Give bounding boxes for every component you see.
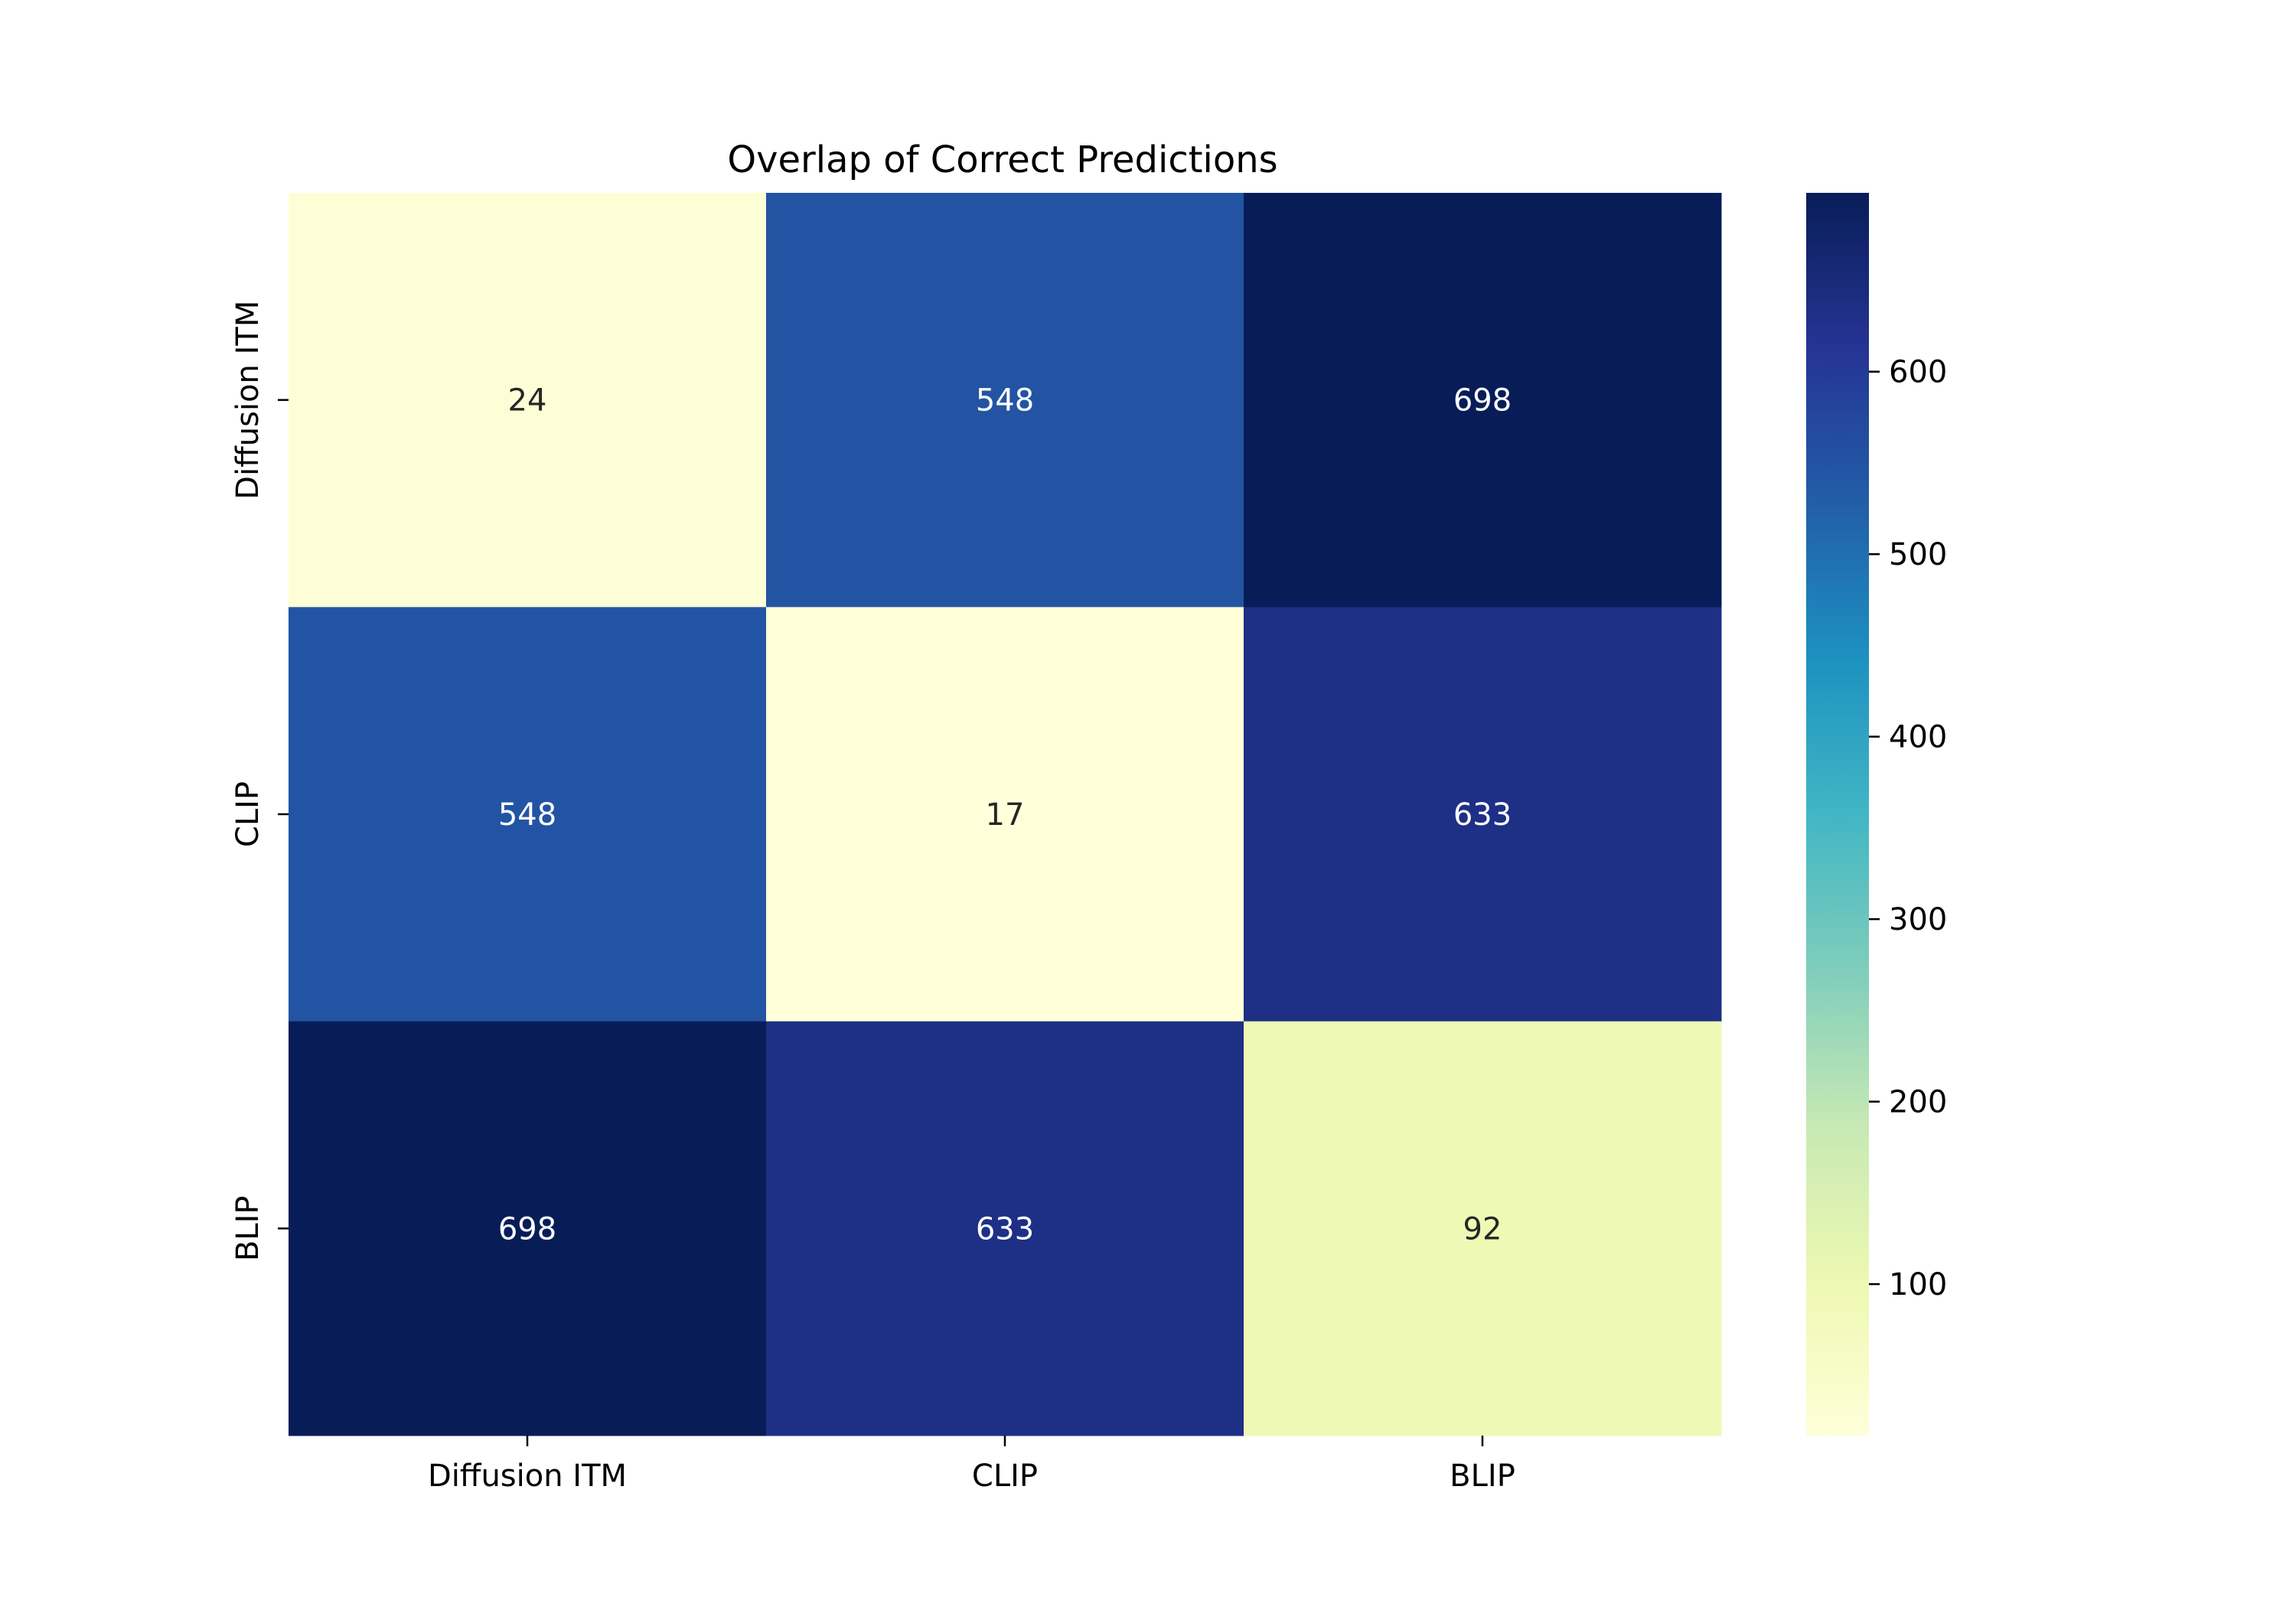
heatmap-cells [289, 193, 1722, 1436]
heatmap-cell [766, 193, 1244, 608]
colorbar-tick-label: 100 [1889, 1267, 1947, 1302]
x-tick-label: CLIP [972, 1459, 1038, 1494]
heatmap-cell [766, 1021, 1244, 1436]
x-tick-label: BLIP [1450, 1459, 1515, 1494]
chart-title: Overlap of Correct Predictions [727, 139, 1277, 181]
cell-value-label: 92 [1463, 1211, 1502, 1247]
cell-value-label: 17 [986, 797, 1025, 833]
y-tick-label: CLIP [230, 781, 266, 847]
x-tick-label: Diffusion ITM [428, 1459, 627, 1494]
heatmap-cell [289, 607, 767, 1022]
y-axis-ticks: Diffusion ITM CLIP BLIP [230, 301, 289, 1262]
colorbar-tick-label: 200 [1889, 1085, 1947, 1120]
cell-value-label: 633 [976, 1211, 1034, 1247]
cell-value-label: 548 [498, 797, 556, 833]
colorbar-tick-label: 600 [1889, 355, 1947, 390]
heatmap-cell [1244, 1021, 1722, 1436]
cell-value-label: 698 [1453, 383, 1512, 419]
cell-value-label: 633 [1453, 797, 1512, 833]
y-tick-label: Diffusion ITM [230, 301, 266, 500]
y-tick-label: BLIP [230, 1196, 266, 1262]
heatmap-cell [1244, 193, 1722, 608]
heatmap-cell-labels: 24 548 698 548 17 633 698 633 92 [498, 383, 1512, 1247]
cell-value-label: 548 [976, 383, 1034, 419]
heatmap-cell [766, 607, 1244, 1022]
colorbar-tick-label: 400 [1889, 720, 1947, 755]
colorbar-tick-label: 500 [1889, 537, 1947, 572]
heatmap-cell [289, 1021, 767, 1436]
x-axis-ticks: Diffusion ITM CLIP BLIP [428, 1436, 1515, 1494]
heatmap-cell [1244, 607, 1722, 1022]
heatmap-cell [289, 193, 767, 608]
colorbar [1806, 193, 1869, 1436]
colorbar-ticks: 100 200 300 400 500 600 [1869, 355, 1947, 1302]
cell-value-label: 698 [498, 1211, 556, 1247]
cell-value-label: 24 [508, 383, 547, 419]
colorbar-tick-label: 300 [1889, 902, 1947, 937]
